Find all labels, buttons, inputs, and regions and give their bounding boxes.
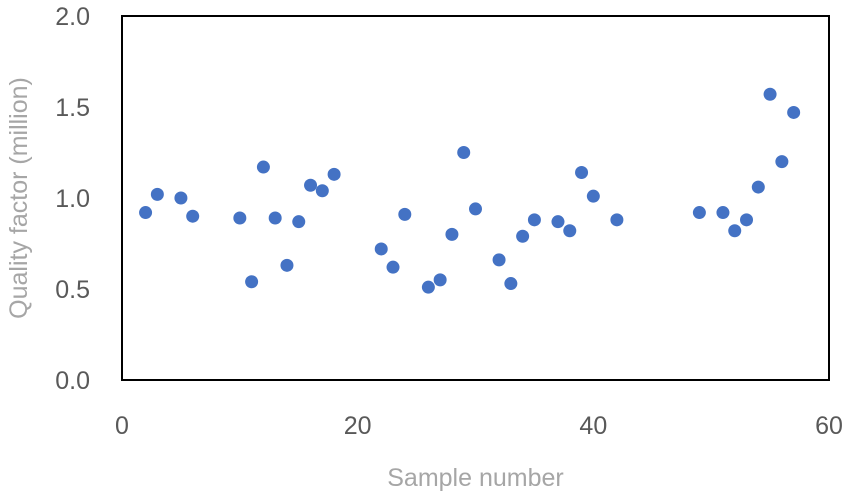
data-point [256, 160, 270, 174]
data-point [740, 213, 754, 227]
data-point [315, 184, 329, 198]
data-point [139, 206, 153, 220]
data-point [504, 277, 518, 291]
data-point [268, 211, 282, 225]
y-tick-label: 1.5 [55, 94, 90, 122]
data-point [527, 213, 541, 227]
data-point [174, 191, 188, 205]
plot-area [121, 15, 830, 381]
x-tick-label: 0 [115, 412, 129, 440]
data-point [575, 166, 589, 180]
data-point [304, 178, 318, 192]
data-point [492, 253, 506, 267]
data-point [516, 229, 530, 243]
data-point [433, 273, 447, 287]
x-axis-tick-labels: 0 20 40 60 [115, 412, 843, 440]
data-point [398, 207, 412, 221]
data-point [586, 189, 600, 203]
data-point [610, 213, 624, 227]
data-point [186, 209, 200, 223]
y-tick-label: 1.0 [55, 185, 90, 213]
data-point [457, 146, 471, 159]
data-point [292, 215, 306, 229]
data-point [386, 260, 400, 274]
x-tick-label: 40 [579, 412, 607, 440]
data-point [280, 258, 294, 272]
data-point [563, 224, 577, 238]
data-point [233, 211, 247, 225]
y-axis-tick-labels: 0.0 0.5 1.0 1.5 2.0 [55, 3, 90, 395]
y-tick-label: 0.0 [55, 367, 90, 395]
data-point [245, 275, 259, 289]
data-points [139, 87, 801, 294]
data-point [327, 167, 341, 181]
data-point [751, 180, 765, 194]
x-axis-title: Sample number [387, 464, 563, 492]
data-point [551, 215, 565, 229]
data-point [374, 242, 388, 256]
data-point [692, 206, 706, 220]
data-point [763, 87, 777, 101]
data-point [469, 202, 482, 216]
x-tick-label: 60 [815, 412, 843, 440]
data-point [728, 224, 742, 238]
data-point [787, 105, 801, 119]
data-point [421, 280, 435, 294]
data-point [445, 227, 459, 241]
y-tick-label: 2.0 [55, 3, 90, 31]
data-point [775, 155, 789, 169]
data-point [150, 187, 164, 201]
y-axis-title: Quality factor (million) [5, 77, 33, 319]
x-tick-label: 20 [344, 412, 372, 440]
y-tick-label: 0.5 [55, 276, 90, 304]
data-point [716, 206, 730, 220]
